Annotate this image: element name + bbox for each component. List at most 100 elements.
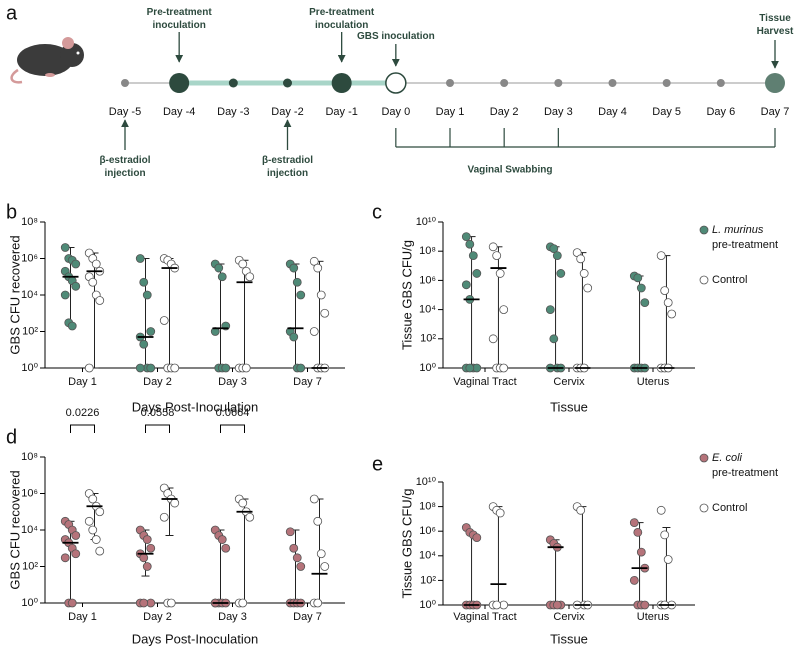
data-point (461, 280, 471, 290)
data-point (320, 562, 330, 571)
x-tick-label: Day 2 (143, 376, 172, 388)
data-point (88, 277, 98, 287)
data-point (221, 543, 231, 553)
data-point (461, 232, 471, 242)
data-point (579, 269, 589, 278)
data-point (95, 507, 105, 517)
y-tick-label: 10² (420, 574, 436, 586)
data-point (499, 363, 509, 373)
legend-label: Control (712, 274, 747, 286)
day-label: Day 6 (706, 106, 735, 118)
timeline-marker (283, 78, 292, 88)
data-point (285, 527, 295, 537)
legend-label: L. murinus pre-treatment (712, 224, 778, 251)
data-point (296, 562, 306, 571)
data-point (492, 600, 502, 610)
data-point (495, 269, 505, 278)
x-tick-label: Day 3 (218, 376, 247, 388)
day-label: Day 3 (544, 106, 573, 118)
timeline-marker (765, 73, 785, 93)
data-point (656, 505, 666, 515)
data-point (576, 505, 586, 515)
legend-line: pre-treatment (712, 467, 778, 479)
data-point (166, 598, 176, 608)
annotation: Pre-treatment inoculation (309, 7, 375, 31)
panel-label: b (6, 201, 17, 223)
data-point (488, 242, 498, 252)
data-point (84, 516, 94, 526)
data-point (139, 598, 149, 608)
data-point (316, 549, 326, 559)
legend-line: L. murinus (712, 224, 764, 236)
day-label: Day 2 (490, 106, 519, 118)
timeline-marker (662, 79, 671, 87)
timeline-marker (121, 79, 129, 87)
day-label: Day -5 (109, 106, 141, 118)
data-point (640, 298, 650, 308)
data-point (309, 327, 319, 336)
legend-line: Control (712, 502, 747, 514)
data-point (88, 525, 98, 535)
x-tick-label: Day 7 (293, 376, 322, 388)
annotation-line: inoculation (315, 20, 368, 31)
data-point (71, 549, 81, 559)
x-tick-label: Day 2 (143, 611, 172, 623)
legend-line: Control (712, 274, 747, 286)
data-point (663, 555, 673, 564)
y-tick-label: 10⁶ (21, 252, 38, 264)
x-tick-label: Cervix (553, 376, 585, 388)
data-point (465, 239, 475, 249)
data-point (316, 290, 326, 300)
data-point (545, 305, 555, 315)
p-value: 0.0664 (216, 407, 250, 419)
data-point (488, 334, 498, 344)
data-point (640, 600, 650, 610)
data-point (292, 277, 302, 287)
y-tick-label: 10⁸ (419, 501, 436, 513)
data-point (60, 290, 70, 300)
p-value: 0.0558 (141, 407, 175, 419)
legend-line: E. coli (712, 452, 743, 464)
day-label: Day -1 (325, 106, 357, 118)
data-point (313, 263, 323, 273)
timeline-marker (331, 73, 352, 93)
data-point (549, 334, 559, 344)
data-point (660, 530, 670, 540)
data-point (576, 254, 586, 264)
annotation-line: Pre-treatment (309, 7, 375, 18)
data-point (214, 263, 224, 273)
data-point (238, 259, 248, 269)
data-point (313, 598, 323, 608)
data-point (170, 498, 180, 508)
data-point (71, 531, 81, 540)
data-point (633, 527, 643, 537)
data-point (633, 273, 643, 283)
data-point (472, 533, 482, 543)
data-point (663, 298, 673, 308)
y-tick-label: 10⁰ (419, 362, 436, 374)
data-point (583, 283, 593, 293)
annotation-line: Pre-treatment (147, 7, 213, 18)
y-tick-label: 10⁰ (419, 599, 436, 611)
data-point (468, 251, 478, 260)
timeline-marker (446, 79, 454, 87)
legend-line: pre-treatment (712, 239, 778, 251)
data-point (309, 494, 319, 504)
data-point (142, 535, 152, 544)
data-point (238, 498, 248, 508)
data-point (629, 576, 639, 585)
data-point (629, 518, 639, 528)
data-point (656, 251, 666, 260)
x-tick-label: Vaginal Tract (453, 611, 516, 623)
day-label: Day 4 (598, 106, 627, 118)
data-point (91, 259, 101, 269)
x-axis-label: Days Post-Inoculation (132, 631, 258, 646)
data-point (313, 516, 323, 526)
data-point (238, 598, 248, 608)
timeline-marker (228, 78, 238, 88)
day-label: Day -2 (271, 106, 303, 118)
data-point (667, 309, 677, 319)
data-point (465, 363, 475, 373)
y-tick-label: 10⁴ (21, 524, 38, 536)
significance-bracket (70, 424, 95, 433)
